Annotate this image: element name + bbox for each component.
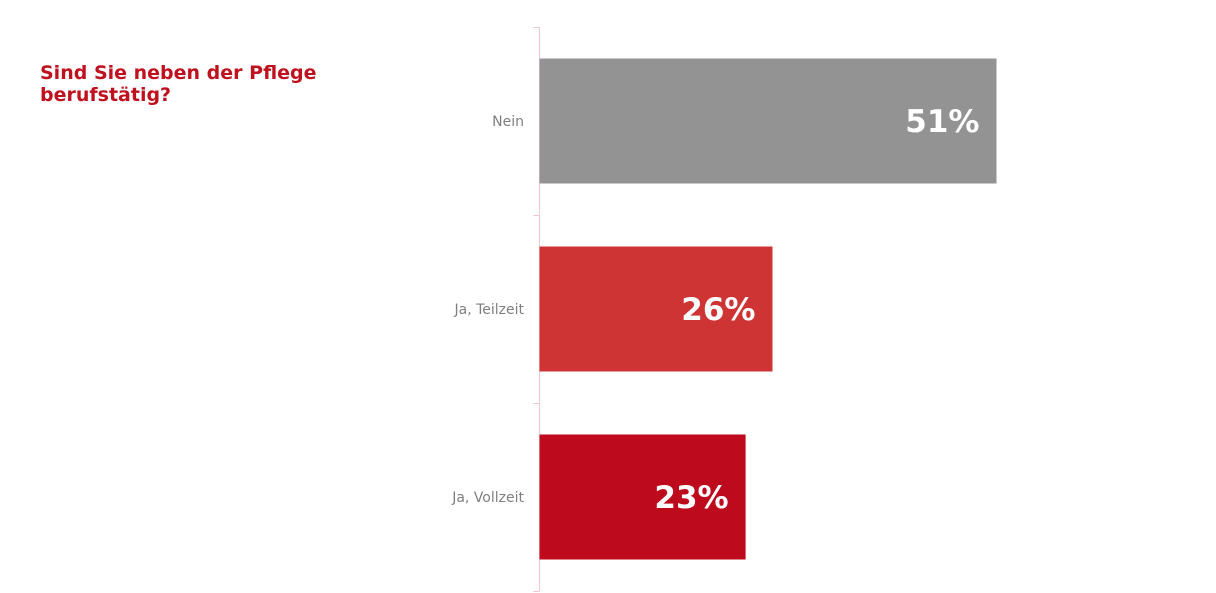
- question-title: Sind Sie neben der Pflege berufstätig?: [40, 62, 317, 106]
- value-label: 26%: [681, 292, 755, 328]
- value-label: 23%: [654, 480, 728, 516]
- bar-3: [539, 434, 746, 560]
- value-label: 51%: [905, 104, 979, 140]
- category-label: Ja, Teilzeit: [453, 302, 524, 318]
- bar-1: [539, 58, 997, 184]
- category-label: Nein: [492, 114, 524, 130]
- bar-2: [539, 246, 773, 372]
- category-label: Ja, Vollzeit: [451, 490, 524, 506]
